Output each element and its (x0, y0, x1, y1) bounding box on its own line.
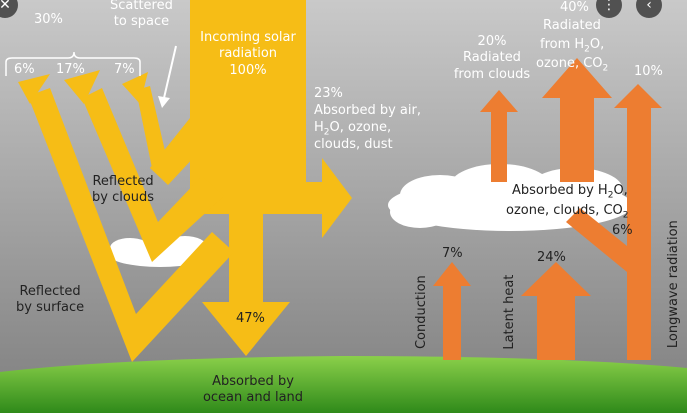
longwave-surface-column (566, 84, 662, 360)
conduction-arrow (433, 262, 471, 360)
more-options-icon[interactable]: ⋮ (596, 0, 622, 18)
label-radiated-h2o-line2: from H2O, (540, 37, 605, 55)
label-17pct: 17% (56, 62, 85, 77)
radiated-from-clouds-arrow (480, 90, 518, 182)
radiated-from-h2o-arrow (542, 58, 612, 182)
label-radiated-h2o-line1: Radiated (543, 18, 601, 33)
label-6pct: 6% (14, 62, 35, 77)
label-incoming-solar: Incoming solar radiation 100% (200, 30, 296, 78)
label-absorbed-ocean-land: Absorbed by ocean and land (202, 374, 304, 406)
label-40pct: 40% (560, 0, 589, 15)
label-absorbed-air-line3: clouds, dust (314, 137, 393, 152)
solar-flows (18, 0, 352, 362)
ground (0, 356, 687, 413)
label-latent-24pct: 24% (537, 250, 566, 265)
label-47pct: 47% (236, 311, 265, 326)
scattered-pointer-arrow (158, 45, 177, 108)
incoming-solar-arrow (190, 0, 352, 356)
label-radiated-h2o-line3: ozone, CO2 (536, 56, 609, 74)
label-absorbed-h2o-6pct: 6% (612, 223, 633, 238)
label-conduction: Conduction (413, 275, 429, 350)
label-conduction-7pct: 7% (442, 246, 463, 261)
arrow-head-6pct (18, 74, 50, 104)
reflected-by-surface-path (28, 88, 234, 362)
label-latent-heat: Latent heat (501, 274, 517, 350)
arrow-shaft-7pct (136, 86, 168, 168)
back-arrow-icon[interactable]: ‹ (636, 0, 662, 18)
label-radiated-from-clouds: 20% Radiated from clouds (453, 34, 531, 82)
label-longwave-radiation: Longwave radiation (665, 220, 681, 349)
label-absorbed-air-line1: Absorbed by air, (314, 103, 421, 118)
latent-heat-arrow (521, 262, 591, 360)
label-reflected-by-clouds: Reflected by clouds (92, 174, 155, 206)
reflected-by-clouds-path (82, 88, 224, 262)
scattered-branch (150, 118, 212, 185)
label-7pct: 7% (114, 62, 135, 77)
longwave-flows (433, 58, 662, 360)
label-10pct: 10% (634, 64, 663, 79)
close-icon[interactable]: ✕ (0, 0, 18, 18)
label-absorbed-air-pct: 23% (314, 86, 343, 101)
label-absorbed-h2o-line1: Absorbed by H2O, (512, 183, 628, 201)
label-30pct: 30% (34, 12, 63, 27)
label-absorbed-air-line2: H2O, ozone, (314, 120, 392, 138)
label-scattered-to-space: Scattered to space (110, 0, 173, 30)
arrow-head-17pct (64, 70, 100, 104)
group-brace (5, 51, 141, 76)
label-reflected-by-surface: Reflected by surface (16, 284, 85, 316)
label-absorbed-h2o-line2: ozone, clouds, CO2 (506, 203, 629, 221)
